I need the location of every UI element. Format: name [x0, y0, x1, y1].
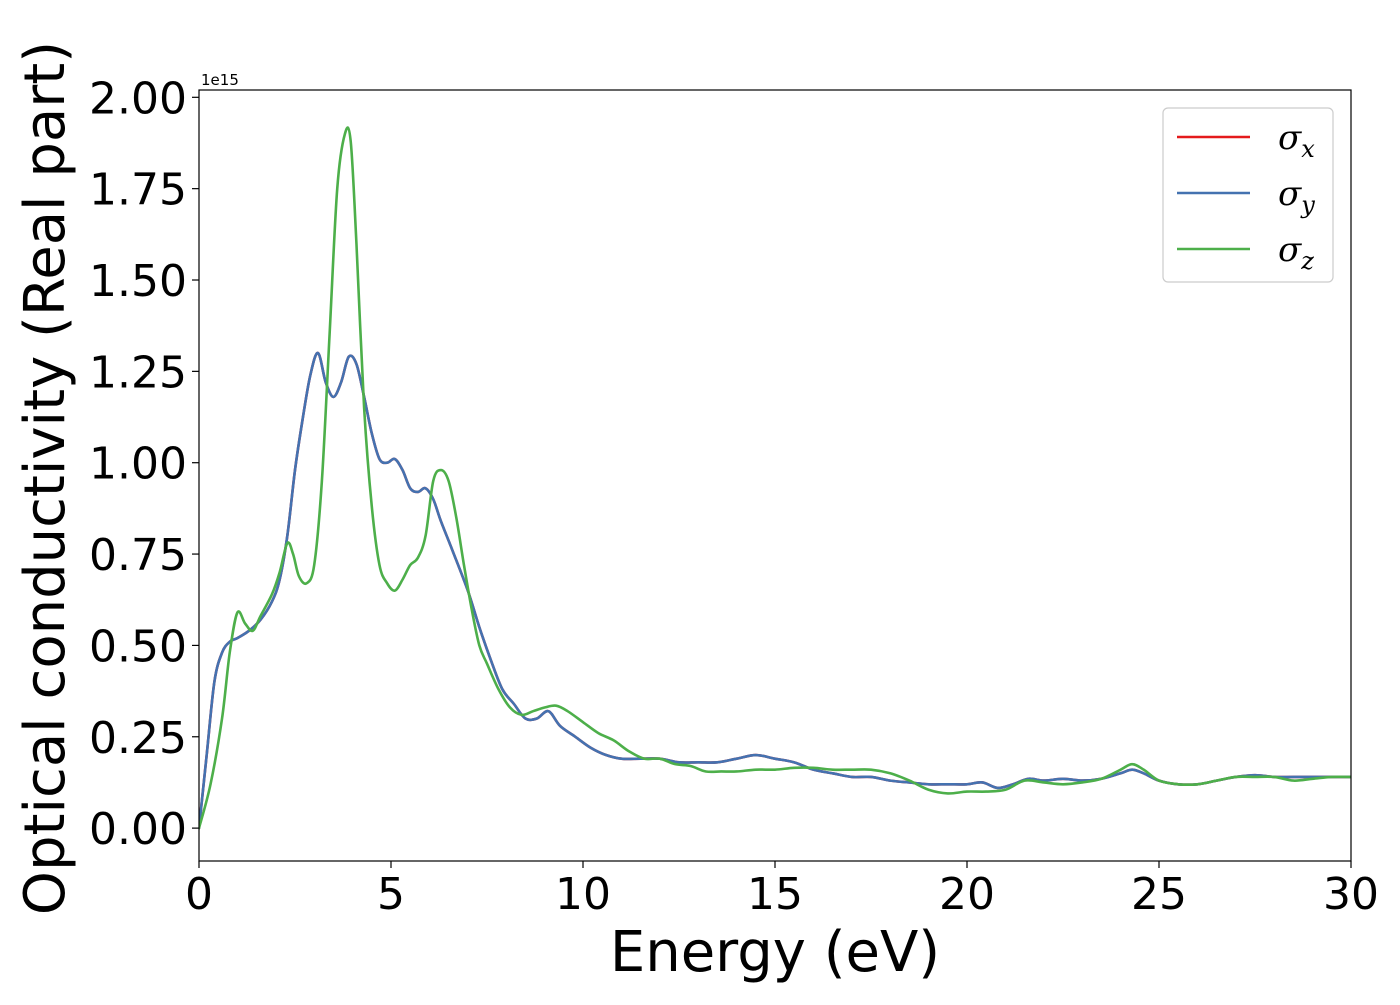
legend-label-base: σ: [1278, 174, 1302, 214]
y-axis: 0.00 0.25 0.50 0.75 1.00 1.25 1.50 1.75 2.00: [89, 73, 199, 855]
legend-label-y: σy: [1278, 174, 1315, 219]
series-layer: [199, 126, 1351, 830]
legend-label-base: σ: [1278, 118, 1302, 158]
x-axis-label: Energy (eV): [610, 920, 940, 985]
y-tick-label: 2.00: [89, 73, 187, 124]
legend-label-x: σx: [1278, 118, 1315, 163]
x-tick-label: 0: [185, 869, 213, 920]
series-line-z: [199, 126, 1351, 830]
x-tick-label: 30: [1323, 869, 1379, 920]
y-tick-label: 0.00: [89, 804, 187, 855]
y-tick-label: 0.75: [89, 530, 187, 581]
legend-label-base: σ: [1278, 230, 1302, 270]
legend-label-subscript: y: [1300, 191, 1315, 219]
x-tick-label: 5: [377, 869, 405, 920]
x-tick-label: 10: [555, 869, 611, 920]
x-tick-label: 25: [1131, 869, 1187, 920]
legend-box: [1162, 107, 1334, 283]
x-axis: 0 5 10 15 20 25 30: [185, 861, 1379, 920]
legend-label-subscript: z: [1300, 247, 1314, 275]
x-tick-label: 15: [747, 869, 803, 920]
y-tick-label: 0.25: [89, 713, 187, 764]
y-tick-label: 0.50: [89, 621, 187, 672]
y-axis-label: Optical conductivity (Real part): [13, 41, 78, 915]
plot-area-background: [199, 90, 1351, 861]
y-offset-label: 1e15: [201, 71, 239, 89]
legend-label-z: σz: [1278, 230, 1314, 275]
x-tick-label: 20: [939, 869, 995, 920]
y-tick-label: 1.00: [89, 439, 187, 490]
y-tick-label: 1.75: [89, 165, 187, 216]
y-tick-label: 1.25: [89, 347, 187, 398]
y-tick-label: 1.50: [89, 256, 187, 307]
legend-label-subscript: x: [1301, 135, 1315, 163]
